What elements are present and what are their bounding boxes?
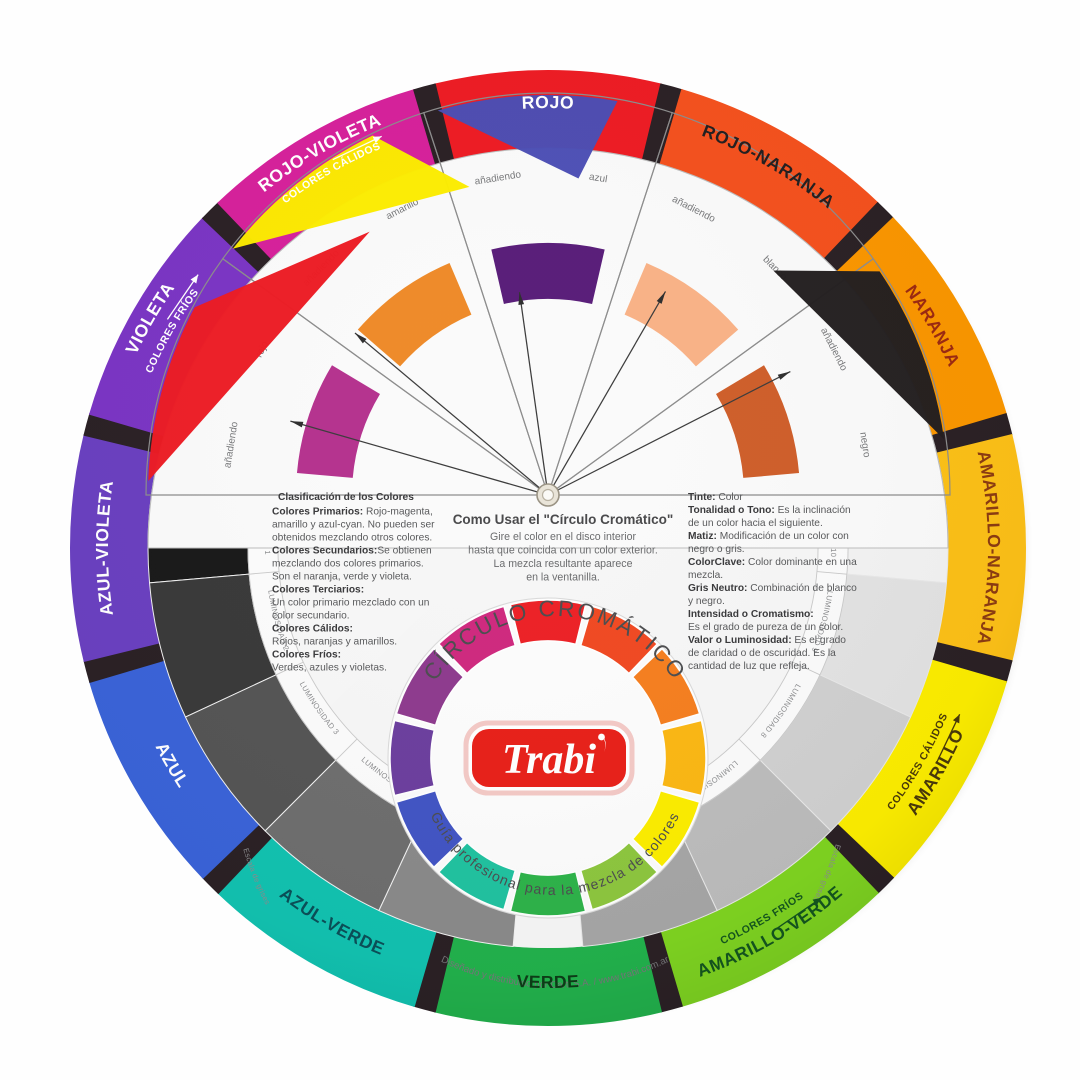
panel-entry-1-line: Son el naranja, verde y violeta.: [272, 572, 412, 583]
panel-entry-4-line: y negro.: [688, 596, 725, 607]
panel-entry-2-line: Un color primario mezclado con un: [272, 598, 429, 609]
window-swatch-azul: [491, 243, 605, 305]
panel-entry-3-line: Rojos, naranjas y amarillos.: [272, 637, 397, 648]
howto-line-0: Gire el color en el disco interior: [490, 531, 636, 543]
panel-entry-6: Valor o Luminosidad: Es el grado: [688, 635, 846, 646]
ring-label-rojo: ROJO: [521, 92, 574, 113]
panel-entry-5-line: Es el grado de pureza de un color.: [688, 622, 843, 633]
panel-entry-4: Gris Neutro: Combinación de blanco: [688, 583, 857, 594]
panel-entry-0: Tinte: Color: [688, 492, 743, 503]
panel-entry-6-line: de claridad o de oscuridad. Es la: [688, 648, 836, 659]
panel-entry-4-line: Verdes, azules y violetas.: [272, 663, 387, 674]
panel-entry-6-line: cantidad de luz que refleja.: [688, 661, 810, 672]
panel-entry-0: Colores Primarios: Rojo-magenta,: [272, 507, 433, 518]
inner-wheel-segment-amarillo-naranja[interactable]: [660, 719, 707, 797]
panel-entry-2: Matiz: Modificación de un color con: [688, 531, 849, 542]
trabi-wordmark: Trabi: [502, 737, 596, 783]
panel-entry-2-line: color secundario.: [272, 611, 350, 622]
inner-wheel-segment-azul-violeta[interactable]: [389, 719, 436, 797]
panel-entry-1: Tonalidad o Tono: Es la inclinación: [688, 505, 851, 516]
panel-entry-3: ColorClave: Color dominante en una: [688, 557, 857, 568]
panel-entry-2: Colores Terciarios:: [272, 585, 364, 596]
panel-title: Clasificación de los Colores: [278, 492, 414, 503]
panel-entry-1: Colores Secundarios:Se obtienen: [272, 546, 432, 557]
panel-entry-3: Colores Cálidos:: [272, 624, 353, 635]
panel-entry-1-line: mezclando dos colores primarios.: [272, 559, 424, 570]
ring-segment-azul-violeta[interactable]: [69, 433, 160, 663]
hub-rivet[interactable]: [536, 483, 560, 507]
ring-label-verde: VERDE: [516, 971, 580, 992]
panel-entry-0-line: obtenidos mezclando otros colores.: [272, 533, 432, 544]
trabi-logo: Trabi: [463, 720, 635, 796]
howto-line-2: La mezcla resultante aparece: [494, 558, 633, 570]
howto-line-1: hasta que coincida con un color exterior…: [468, 545, 658, 557]
howto-heading: Como Usar el "Círculo Cromático": [453, 512, 674, 527]
panel-entry-2-line: negro o gris.: [688, 544, 745, 555]
panel-entry-4: Colores Fríos:: [272, 650, 341, 661]
panel-entry-3-line: mezcla.: [688, 570, 723, 581]
panel-entry-5: Intensidad o Cromatismo:: [688, 609, 814, 620]
panel-entry-0-line: amarillo y azul-cyan. No pueden ser: [272, 520, 435, 531]
panel-entry-1-line: de un color hacia el siguiente.: [688, 518, 823, 529]
howto-line-3: en la ventanilla.: [526, 572, 600, 584]
